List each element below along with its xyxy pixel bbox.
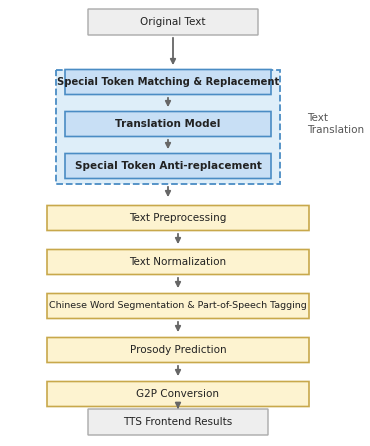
FancyBboxPatch shape — [47, 206, 309, 231]
Text: TTS Frontend Results: TTS Frontend Results — [123, 417, 233, 427]
Text: Special Token Anti-replacement: Special Token Anti-replacement — [75, 161, 262, 171]
FancyBboxPatch shape — [65, 153, 271, 178]
FancyBboxPatch shape — [47, 338, 309, 363]
Text: Chinese Word Segmentation & Part-of-Speech Tagging: Chinese Word Segmentation & Part-of-Spee… — [49, 301, 307, 310]
FancyBboxPatch shape — [88, 9, 258, 35]
FancyBboxPatch shape — [65, 112, 271, 136]
FancyBboxPatch shape — [65, 70, 271, 95]
FancyBboxPatch shape — [47, 249, 309, 274]
Text: Translation Model: Translation Model — [115, 119, 221, 129]
FancyBboxPatch shape — [47, 293, 309, 318]
FancyBboxPatch shape — [56, 70, 280, 184]
Text: Special Token Matching & Replacement: Special Token Matching & Replacement — [57, 77, 279, 87]
FancyBboxPatch shape — [47, 381, 309, 406]
Text: G2P Conversion: G2P Conversion — [137, 389, 219, 399]
Text: Text Normalization: Text Normalization — [130, 257, 226, 267]
Text: Text
Translation: Text Translation — [307, 113, 364, 135]
FancyBboxPatch shape — [88, 409, 268, 435]
Text: Text Preprocessing: Text Preprocessing — [129, 213, 227, 223]
Text: Prosody Prediction: Prosody Prediction — [130, 345, 226, 355]
Text: Original Text: Original Text — [140, 17, 206, 27]
